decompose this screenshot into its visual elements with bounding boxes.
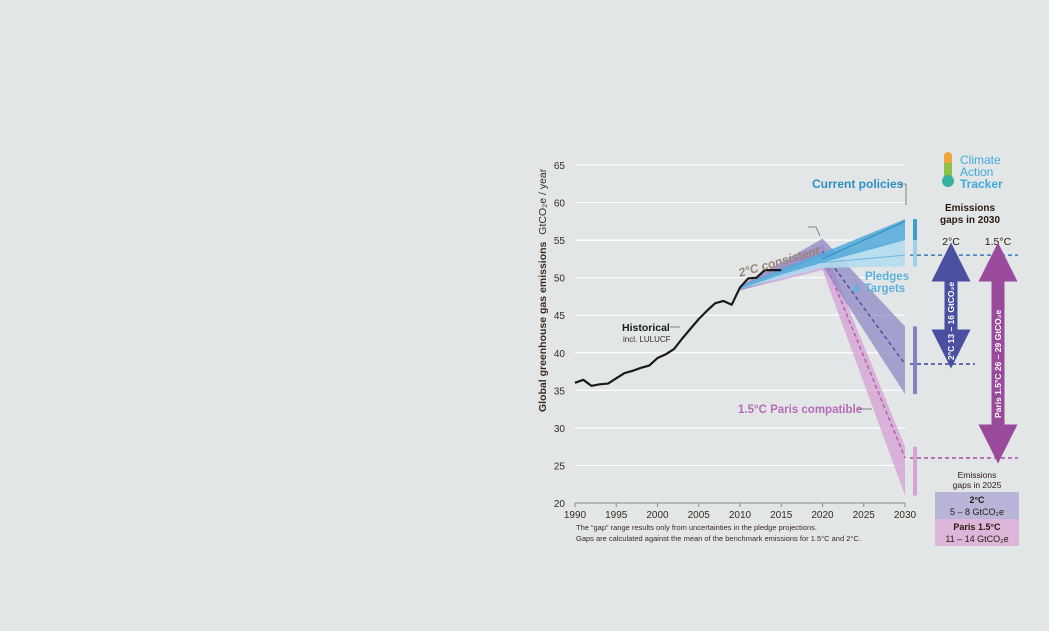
logo-line-1: Climate (960, 153, 1001, 167)
gap-2025-onefive-value: 11 – 14 GtCO₂e (945, 534, 1008, 544)
x-tick-2005: 2005 (688, 510, 711, 521)
gaps-2030-header-twoc: 2°C (942, 236, 960, 248)
y-tick-40: 40 (554, 349, 566, 360)
label-historical: Historical (622, 322, 670, 334)
gap-2025-onefive-box (935, 519, 1019, 546)
series-line-pledges-targets (822, 254, 906, 264)
y-tick-25: 25 (554, 461, 566, 472)
x-tick-2025: 2025 (853, 510, 876, 521)
x-tick-2000: 2000 (646, 510, 669, 521)
series-line-2-c-consistent (821, 250, 906, 365)
y-tick-20: 20 (554, 499, 566, 510)
gap-2025-twoc-title: 2°C (969, 495, 985, 505)
range-bar-2-c-consistent (913, 326, 917, 395)
gaps-2025-title-2: gaps in 2025 (953, 480, 1002, 490)
range-bar-current-policies (913, 219, 917, 241)
range-bars-2030 (913, 219, 917, 496)
gap-text-twoc: 2°C 13 – 16 GtCO₂e (946, 282, 956, 360)
logo-line-2: Action (960, 165, 993, 179)
x-tick-2030: 2030 (894, 510, 917, 521)
reference-lines (910, 254, 1018, 459)
footnote-1: The “gap” range results only from uncert… (576, 523, 817, 532)
series-line-1-5-c-paris-compatible (821, 254, 906, 459)
band-current-policies (740, 219, 905, 289)
gaps-2025-title-1: Emissions (958, 470, 997, 480)
gaps-2030-title-1: Emissions (945, 203, 995, 214)
y-tick-labels: 20 25 30 35 40 45 50 55 60 65 (554, 161, 566, 510)
y-tick-65: 65 (554, 161, 566, 172)
y-tick-35: 35 (554, 386, 566, 397)
range-bar-1-5-c-paris-compatible (913, 446, 917, 496)
range-bar-pledges-targets (913, 240, 917, 267)
band-1-5-c-paris-compatible (740, 243, 905, 496)
climate-action-tracker-logo: Climate Action Tracker (942, 152, 1003, 191)
x-tick-2010: 2010 (729, 510, 752, 521)
logo-line-3: Tracker (960, 177, 1003, 191)
gap-2025-twoc-value: 5 – 8 GtCO₂e (950, 507, 1004, 517)
y-tick-50: 50 (554, 274, 566, 285)
y-tick-30: 30 (554, 424, 566, 435)
x-tick-2020: 2020 (811, 510, 834, 521)
band-pledges-targets (740, 240, 905, 289)
y-tick-55: 55 (554, 236, 566, 247)
label-onefive-paris: 1.5°C Paris compatible (738, 404, 862, 416)
footnote-2: Gaps are calculated against the mean of … (576, 534, 861, 543)
label-historical-sub: incl. LULUCF (623, 335, 671, 344)
y-tick-45: 45 (554, 311, 566, 322)
x-tick-1995: 1995 (605, 510, 628, 521)
thermometer-icon (942, 152, 954, 187)
x-tick-1990: 1990 (564, 510, 587, 521)
gap-text-onefive: Paris 1.5°C 26 – 29 GtCO₂e (993, 309, 1003, 418)
x-tick-labels: 1990 1995 2000 2005 2010 2015 2020 2025 2030 (564, 503, 917, 521)
y-axis-label-main: Global greenhouse gas emissions (537, 241, 549, 412)
x-tick-2015: 2015 (770, 510, 793, 521)
label-current-policies: Current policies (812, 177, 904, 191)
y-axis-label: Global greenhouse gas emissions GtCO₂e /… (537, 168, 549, 412)
historical-line (574, 269, 782, 387)
gaps-2030-header-onefive: 1.5°C (985, 236, 1012, 248)
leader-twoc (808, 226, 821, 237)
grid-lines (575, 164, 905, 504)
series-line-current-policies (822, 220, 906, 260)
historical-series (574, 269, 782, 387)
y-tick-60: 60 (554, 199, 566, 210)
gaps-2030-title-2: gaps in 2030 (940, 215, 1000, 226)
gap-2025-onefive-title: Paris 1.5°C (953, 522, 1001, 532)
scenario-bands (740, 219, 906, 496)
gap-2025-twoc-box (935, 492, 1019, 519)
y-axis-label-unit: GtCO₂e / year (537, 168, 549, 234)
label-pledges-line2: & Targets (853, 283, 905, 295)
label-pledges-line1: Pledges (865, 271, 909, 283)
